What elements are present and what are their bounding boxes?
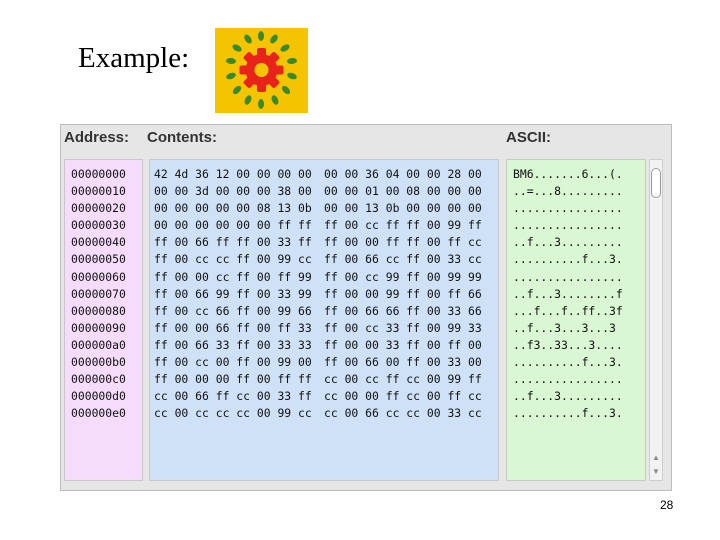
hex-bytes-cell: ff 00 cc 99 ff 00 99 99 xyxy=(324,269,482,284)
hex-bytes-cell: 00 00 00 00 00 08 13 0b xyxy=(154,201,312,216)
hex-bytes-cell: 00 00 13 0b 00 00 00 00 xyxy=(324,201,482,216)
hex-bytes-cell: ff 00 66 ff ff 00 33 ff xyxy=(154,235,312,250)
hex-bytes-cell: 00 00 3d 00 00 00 38 00 xyxy=(154,184,312,199)
hex-bytes-cell: 42 4d 36 12 00 00 00 00 xyxy=(154,167,312,181)
contents-right-group: 00 00 36 04 00 00 28 00 00 00 01 00 08 00… xyxy=(324,166,482,422)
ascii-column: BM6.......6...(. ..=...8.................… xyxy=(506,159,646,481)
hex-bytes-cell: 00 00 01 00 08 00 00 00 xyxy=(324,184,482,199)
address-header: Address: xyxy=(64,129,130,146)
address-cell: 00000010 xyxy=(71,184,126,199)
address-cell: 00000090 xyxy=(71,320,126,335)
hex-bytes-cell: ff 00 cc 66 ff 00 99 66 xyxy=(154,303,312,318)
hex-bytes-cell: ff 00 00 99 ff 00 ff 66 xyxy=(324,286,482,301)
ascii-cell: ..f...3......... xyxy=(513,235,623,250)
address-cell: 00000000 xyxy=(71,167,126,181)
address-cell: 00000080 xyxy=(71,303,126,318)
hex-bytes-cell: 00 00 36 04 00 00 28 00 xyxy=(324,167,482,181)
ascii-cell: BM6.......6...(. xyxy=(513,167,623,181)
hex-bytes-cell: ff 00 66 cc ff 00 33 cc xyxy=(324,252,482,267)
hex-bytes-cell: ff 00 00 33 ff 00 ff 00 xyxy=(324,337,482,352)
contents-header: Contents: xyxy=(147,129,217,146)
ascii-cell: ..f...3...3...3 xyxy=(513,320,616,335)
scroll-up-arrow-icon[interactable]: ▲ xyxy=(652,453,660,462)
ascii-cell: ...f...f..ff..3f xyxy=(513,303,623,318)
address-cell: 000000a0 xyxy=(71,337,126,352)
scroll-down-arrow-icon[interactable]: ▼ xyxy=(652,467,660,476)
hex-bytes-cell: ff 00 cc ff ff 00 99 ff xyxy=(324,218,482,233)
ascii-header: ASCII: xyxy=(506,129,551,146)
hex-viewer-window: Address: Contents: ASCII: 00000000 000000… xyxy=(60,124,672,491)
address-cell: 00000050 xyxy=(71,252,126,267)
hex-bytes-cell: cc 00 cc ff cc 00 99 ff xyxy=(324,372,482,387)
hex-bytes-cell: ff 00 66 66 ff 00 33 66 xyxy=(324,303,482,318)
hex-bytes-cell: cc 00 cc cc cc 00 99 cc xyxy=(154,406,312,421)
hex-bytes-cell: ff 00 00 ff ff 00 ff cc xyxy=(324,235,482,250)
slide-title: Example: xyxy=(78,42,190,74)
address-cell: 00000030 xyxy=(71,218,126,233)
hex-bytes-cell: ff 00 cc 00 ff 00 99 00 xyxy=(154,355,312,370)
hex-bytes-cell: ff 00 00 66 ff 00 ff 33 xyxy=(154,320,312,335)
ascii-cell: ................ xyxy=(513,372,623,387)
ascii-cell: ..=...8......... xyxy=(513,184,623,199)
gear-wreath-icon xyxy=(215,28,308,113)
ascii-cell: ................ xyxy=(513,201,623,216)
ascii-cell: ..f...3......... xyxy=(513,389,623,404)
scrollbar-thumb[interactable] xyxy=(651,168,661,198)
hex-bytes-cell: ff 00 00 cc ff 00 ff 99 xyxy=(154,269,312,284)
address-cell: 000000d0 xyxy=(71,389,126,404)
hex-bytes-cell: ff 00 66 00 ff 00 33 00 xyxy=(324,355,482,370)
ascii-cell: ..f...3........f xyxy=(513,286,623,301)
address-cell: 000000b0 xyxy=(71,355,126,370)
address-cell: 00000060 xyxy=(71,269,126,284)
vertical-scrollbar[interactable]: ▲ ▼ xyxy=(649,159,663,481)
hex-bytes-cell: ff 00 cc cc ff 00 99 cc xyxy=(154,252,312,267)
ascii-cell: ..........f...3. xyxy=(513,355,623,370)
page-number: 28 xyxy=(660,498,674,512)
hex-bytes-cell: ff 00 cc 33 ff 00 99 33 xyxy=(324,320,482,335)
address-cell: 000000e0 xyxy=(71,406,126,421)
ascii-cell: ..........f...3. xyxy=(513,406,623,421)
hex-bytes-cell: cc 00 00 ff cc 00 ff cc xyxy=(324,389,482,404)
address-cell: 00000040 xyxy=(71,235,126,250)
hex-bytes-cell: cc 00 66 cc cc 00 33 cc xyxy=(324,406,482,421)
ascii-cell: ................ xyxy=(513,269,623,284)
hex-bytes-cell: 00 00 00 00 00 00 ff ff xyxy=(154,218,312,233)
ascii-cell: ..f3..33...3.... xyxy=(513,337,623,352)
address-cell: 00000070 xyxy=(71,286,126,301)
address-column: 00000000 00000010 00000020 00000030 00000040… xyxy=(64,159,143,481)
hex-bytes-cell: ff 00 66 33 ff 00 33 33 xyxy=(154,337,312,352)
hex-bytes-cell: ff 00 66 99 ff 00 33 99 xyxy=(154,286,312,301)
ascii-cell: ................ xyxy=(513,218,623,233)
contents-left-group: 42 4d 36 12 00 00 00 00 00 00 3d 00 00 00… xyxy=(154,166,312,422)
hex-bytes-cell: cc 00 66 ff cc 00 33 ff xyxy=(154,389,312,404)
address-cell: 00000020 xyxy=(71,201,126,216)
address-cell: 000000c0 xyxy=(71,372,126,387)
hex-bytes-cell: ff 00 00 00 ff 00 ff ff xyxy=(154,372,312,387)
contents-column: 42 4d 36 12 00 00 00 00 00 00 3d 00 00 00… xyxy=(149,159,499,481)
ascii-cell: ..........f...3. xyxy=(513,252,623,267)
